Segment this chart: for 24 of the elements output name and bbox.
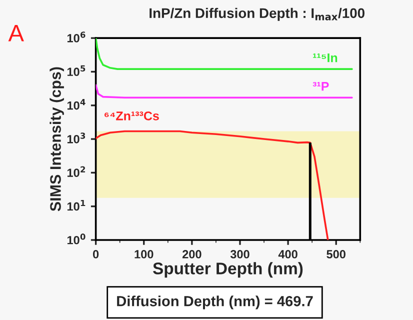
x-tick-label: 0 — [93, 250, 99, 258]
line-series — [96, 84, 353, 99]
x-tick-label: 300 — [230, 250, 250, 258]
text: Diffusion Depth (nm) = 469.7 — [117, 296, 313, 310]
y-tick-label: 10$^{2}$ — [67, 166, 86, 177]
x-tick-label: 400 — [278, 250, 298, 258]
x-tick-label: 200 — [182, 250, 202, 258]
line-series — [96, 38, 353, 70]
y-tick-label: 10$^{3}$ — [67, 132, 86, 144]
x-tick-label: 100 — [134, 250, 154, 258]
y-tick-label: 10$^{6}$ — [67, 32, 86, 42]
series-label: ¹¹⁵In — [313, 53, 338, 62]
series-label: ⁶⁴Zn¹³³Cs — [104, 111, 159, 120]
y-tick-label: 10$^{4}$ — [67, 99, 86, 110]
y-tick-label: 10$^{5}$ — [67, 65, 86, 76]
x-axis-title: Sputter Depth (nm) — [153, 262, 303, 278]
series-label: ³¹P — [312, 82, 329, 91]
x-tick-label: 500 — [326, 250, 346, 258]
y-tick-label: 10$^{0}$ — [67, 234, 86, 244]
line-series — [96, 130, 329, 240]
text: A — [8, 25, 24, 42]
y-tick-label: 10$^{1}$ — [67, 200, 86, 211]
chart-title: InP/Zn Diffusion Depth : I$_{max}$/100 — [150, 8, 364, 21]
y-axis-title: SIMS Intensity (cps) — [50, 67, 64, 212]
